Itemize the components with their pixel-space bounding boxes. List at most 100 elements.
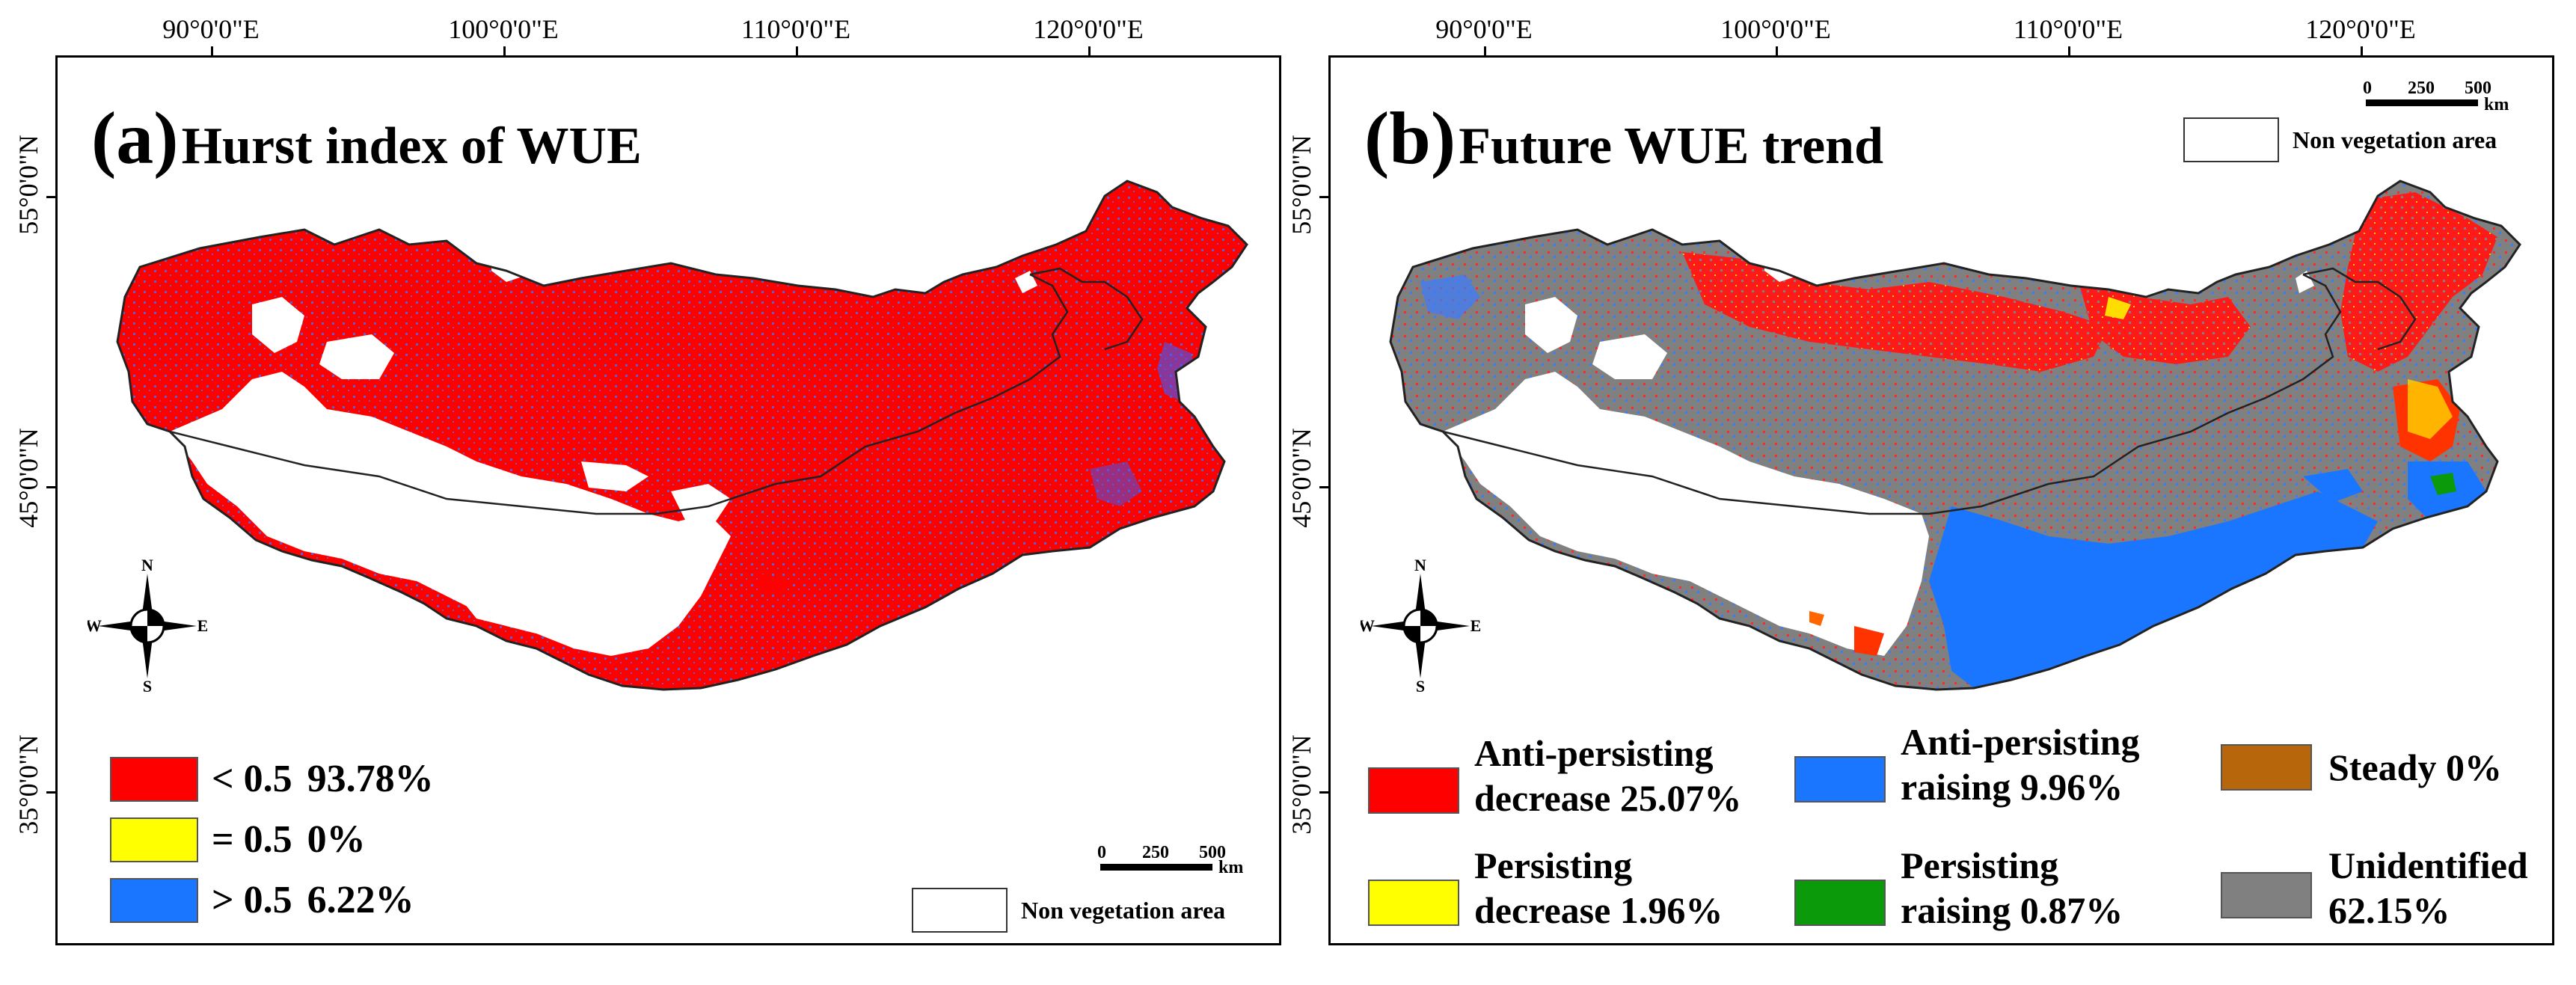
legend-item-unidentified: Unidentified 62.15% (2221, 843, 2528, 933)
scale-bar: 0 250 500 km (2363, 79, 2535, 114)
province-border (2302, 267, 2417, 351)
legend-line1: Unidentified (2328, 844, 2528, 886)
tick (1484, 46, 1486, 55)
lat-label-35n-b: 35°0'0"N (1287, 734, 1316, 835)
legend-item-eq05: = 0.5 0% (110, 817, 366, 862)
legend-swatch-gray (2221, 872, 2312, 918)
panel-letter-b: (b) (1364, 96, 1456, 179)
legend-swatch-blue (1794, 756, 1886, 803)
lon-label-100e-b: 100°0'0"E (1720, 14, 1831, 44)
country-border (1442, 273, 2342, 515)
tick (211, 46, 213, 55)
lat-label-55n: 55°0'0"N (13, 135, 43, 235)
scale-tick-500: 500 (2465, 79, 2491, 98)
legend-symbol: > 0.5 (212, 879, 292, 921)
legend-line1: Anti-persisting (1474, 732, 1714, 774)
legend-swatch-red (1368, 767, 1459, 814)
legend-line1: Steady 0% (2328, 746, 2502, 788)
scale-unit: km (2484, 95, 2509, 114)
legend-line2: 62.15% (2328, 889, 2450, 931)
legend-item-gt05: > 0.5 6.22% (110, 878, 414, 923)
tick (796, 46, 798, 55)
legend-symbol: = 0.5 (212, 818, 292, 861)
legend-line2: raising 0.87% (1901, 889, 2123, 931)
scale-tick-0: 0 (1097, 843, 1106, 862)
non-vegetation-swatch (2183, 117, 2279, 162)
legend-swatch-yellow (1368, 880, 1459, 926)
region-outline (1389, 179, 2521, 691)
scale-tick-250: 250 (2408, 79, 2435, 98)
compass-e: E (1471, 616, 1480, 635)
legend-item-lt05: < 0.5 93.78% (110, 757, 434, 802)
panel-title-a: (a) Hurst index of WUE (91, 95, 642, 181)
province-border (1029, 267, 1144, 351)
lon-label-90e-b: 90°0'0"E (1435, 14, 1533, 44)
scale-tick-500: 500 (1199, 843, 1226, 862)
map-panel-b: (b) Future WUE trend (1328, 55, 2554, 945)
compass-rose-icon: N S W E (1361, 559, 1480, 693)
non-vegetation-swatch (912, 888, 1008, 933)
tick (1088, 46, 1091, 55)
lat-label-55n-b: 55°0'0"N (1287, 135, 1316, 235)
lon-label-110e-b: 110°0'0"E (2013, 14, 2123, 44)
panel-letter-a: (a) (91, 96, 179, 179)
legend-line2: raising 9.96% (1901, 766, 2123, 808)
legend-line1: Anti-persisting (1901, 721, 2140, 763)
tick (1319, 196, 1328, 198)
scale-tick-250: 250 (1142, 843, 1169, 862)
lon-label-100e: 100°0'0"E (448, 14, 559, 44)
hurst-map (116, 179, 1248, 691)
lon-label-90e: 90°0'0"E (162, 14, 260, 44)
compass-rose-icon: N S W E (88, 559, 207, 693)
legend-symbol: < 0.5 (212, 758, 292, 800)
tick (1776, 46, 1778, 55)
legend-value: 93.78% (307, 758, 434, 800)
non-vegetation-legend: Non vegetation area (2183, 117, 2497, 162)
legend-line2: decrease 25.07% (1474, 777, 1742, 819)
tick (503, 46, 506, 55)
panel-heading-a: Hurst index of WUE (181, 117, 642, 175)
lat-label-35n: 35°0'0"N (13, 734, 43, 835)
tick (1319, 486, 1328, 488)
lat-label-45n: 45°0'0"N (13, 428, 43, 528)
legend-swatch-green (1794, 880, 1886, 926)
legend-item-persist-decrease: Persisting decrease 1.96% (1368, 843, 1723, 933)
non-vegetation-label: Non vegetation area (2293, 126, 2497, 153)
legend-line1: Persisting (1901, 844, 2059, 886)
future-trend-map (1389, 179, 2521, 691)
tick (2361, 46, 2363, 55)
scale-unit: km (1218, 858, 1244, 877)
tick (46, 791, 55, 794)
scale-bar: 0 250 500 km (1097, 843, 1262, 877)
legend-value: 6.22% (307, 879, 414, 921)
compass-w: W (1361, 616, 1375, 635)
legend-swatch-yellow (110, 817, 198, 862)
legend-item-anti-decrease: Anti-persisting decrease 25.07% (1368, 731, 1741, 820)
compass-s: S (143, 677, 152, 693)
tick (46, 196, 55, 198)
lon-label-120e-b: 120°0'0"E (2305, 14, 2416, 44)
non-vegetation-label: Non vegetation area (1021, 896, 1226, 924)
compass-s: S (1416, 677, 1425, 693)
compass-w: W (88, 616, 102, 635)
compass-n: N (1414, 559, 1426, 574)
region-outline (116, 179, 1248, 691)
legend-line2: decrease 1.96% (1474, 889, 1723, 931)
country-border (169, 273, 1069, 515)
legend-value: 0% (307, 818, 366, 861)
panel-title-b: (b) Future WUE trend (1364, 95, 1883, 181)
scale-tick-0: 0 (2363, 79, 2372, 98)
legend-swatch-blue (110, 878, 198, 923)
legend-swatch-red (110, 757, 198, 802)
tick (2068, 46, 2070, 55)
non-vegetation-legend: Non vegetation area (912, 888, 1225, 933)
panel-heading-b: Future WUE trend (1459, 117, 1884, 175)
lon-label-110e: 110°0'0"E (740, 14, 851, 44)
lat-label-45n-b: 45°0'0"N (1287, 428, 1316, 528)
compass-e: E (197, 616, 207, 635)
tick (1319, 791, 1328, 794)
legend-item-steady: Steady 0% (2221, 744, 2502, 791)
legend-line1: Persisting (1474, 844, 1633, 886)
tick (46, 486, 55, 488)
legend-item-persist-raising: Persisting raising 0.87% (1794, 843, 2123, 933)
